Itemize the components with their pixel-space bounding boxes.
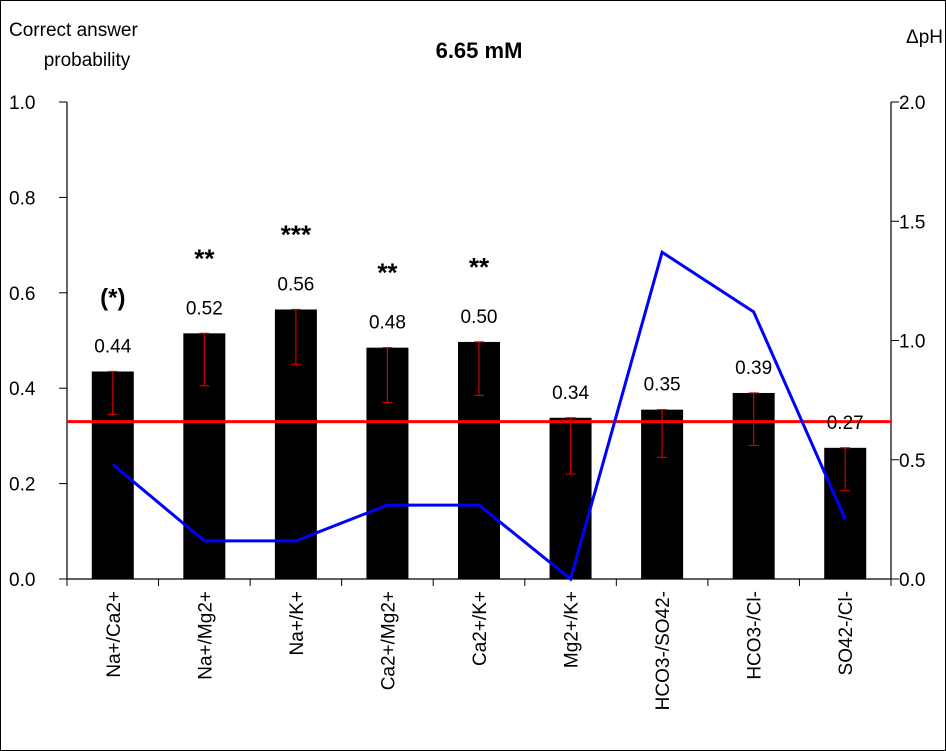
y-axis-label-line1: Correct answer (9, 20, 138, 41)
y2-tick-label: 1.0 (899, 332, 925, 353)
data-label: 0.52 (186, 298, 223, 319)
data-label: 0.48 (369, 313, 406, 334)
y-tick-label: 0.0 (9, 570, 35, 591)
y2-tick-label: 0.5 (899, 451, 925, 472)
x-category-label: HCO3-/SO42- (653, 591, 674, 710)
axes: 0.0 0.2 0.4 0.6 0.8 1.0 0.0 0.5 1.0 1.5 2.0 Na+/Ca2… (9, 93, 925, 710)
significance-marker: ** (194, 243, 215, 273)
error-bars-group (67, 308, 891, 492)
y2-tick-label: 1.5 (899, 212, 925, 233)
y2-tick-label: 0.0 (899, 570, 925, 591)
bars-group (91, 309, 867, 579)
data-label: 0.56 (277, 274, 314, 295)
y2-axis-label: ΔpH (906, 27, 943, 48)
x-category-label: Ca2+/Mg2+ (378, 591, 399, 690)
y-tick-label: 0.2 (9, 475, 35, 496)
significance-marker: *** (281, 219, 312, 249)
x-category-label: Na+/Mg2+ (195, 591, 216, 680)
data-label: 0.35 (644, 375, 681, 396)
ph-line-group (111, 249, 847, 582)
data-label: 0.39 (735, 358, 772, 379)
y2-tick-label: 2.0 (899, 93, 925, 114)
labels-group: 0.44 (*) 0.52 ** 0.56 *** 0.48 ** 0.50 ** 0.34 0.35… (94, 219, 863, 433)
y-tick-label: 0.4 (9, 379, 36, 400)
y-tick-label: 0.8 (9, 188, 35, 209)
data-label: 0.27 (827, 413, 864, 434)
significance-marker: ** (377, 258, 398, 288)
y-tick-label: 0.6 (9, 284, 35, 305)
x-category-label: Mg2+/K+ (562, 591, 583, 668)
data-label: 0.34 (552, 383, 589, 404)
y-tick-label: 1.0 (9, 93, 35, 114)
x-category-label: Na+/K+ (287, 591, 308, 655)
data-label: 0.44 (94, 337, 131, 358)
x-category-label: SO42-/Cl- (836, 591, 857, 675)
ph-line (111, 249, 847, 582)
x-category-label: Na+/Ca2+ (104, 591, 125, 678)
x-category-label: HCO3-/Cl- (745, 591, 766, 680)
chart-title: 6.65 mM (436, 38, 523, 63)
significance-marker: ** (469, 252, 490, 282)
significance-marker: (*) (100, 285, 125, 312)
x-category-label: Ca2+/K+ (470, 591, 491, 666)
data-label: 0.50 (461, 307, 498, 328)
y-axis-label-line2: probability (44, 50, 131, 71)
